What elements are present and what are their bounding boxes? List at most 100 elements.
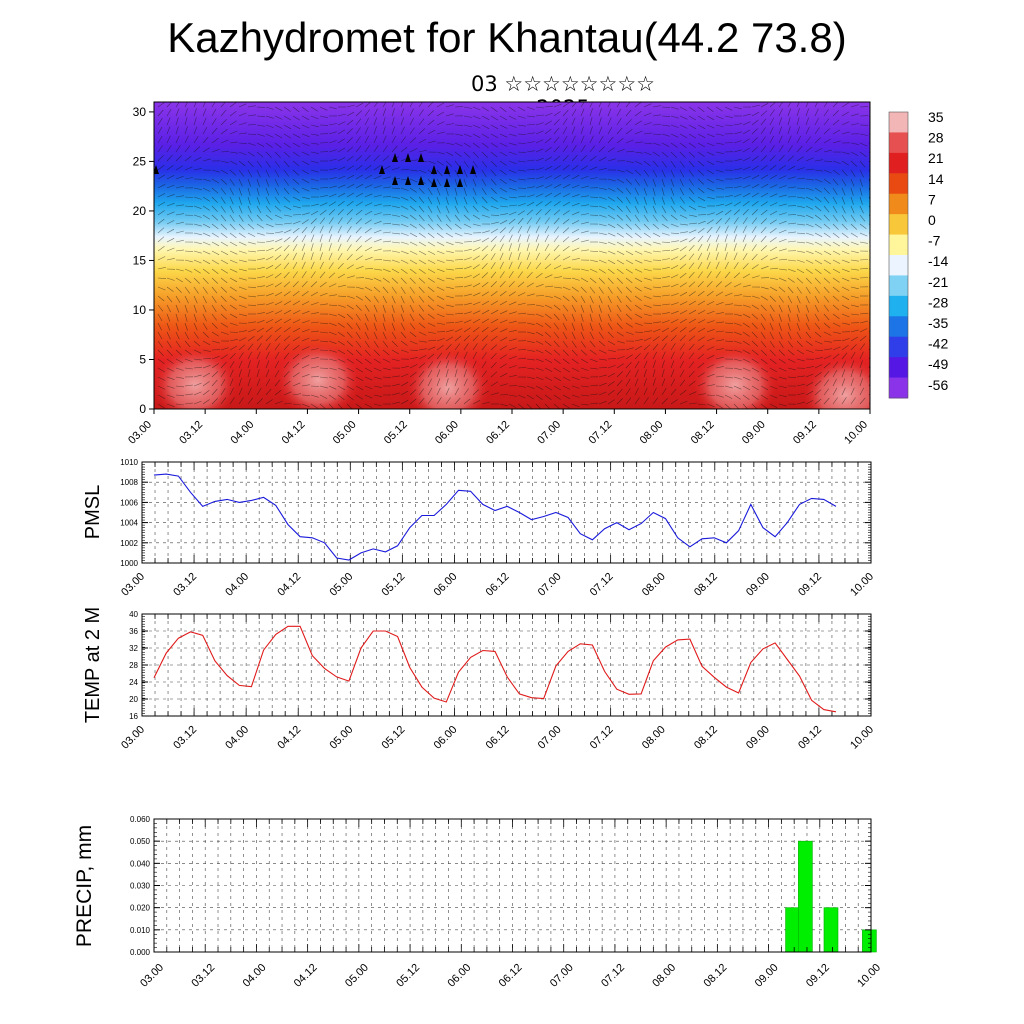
x-tick-label: 04.12: [275, 571, 303, 599]
x-tick-label: 04.12: [292, 962, 320, 990]
x-tick-label: 06.00: [432, 571, 460, 599]
colorbar-label: -7: [928, 233, 941, 249]
cross-section-panel: 0 5 10 15 20 25 30 03.00 03.12 04.00 04.12 05.00 05.…: [126, 101, 871, 447]
x-tick-label: 07.00: [536, 724, 564, 752]
x-tick-label: 05.12: [380, 571, 408, 599]
colorbar-label: 14: [928, 171, 944, 187]
colorbar-swatch: [889, 295, 908, 317]
x-tick-label: 03.12: [171, 724, 199, 752]
y-tick-label: 40: [129, 610, 138, 619]
y-tick-label: 20: [133, 204, 147, 218]
grid: [141, 461, 872, 564]
x-tick-label: 04.00: [223, 571, 251, 599]
precip-bar: [862, 929, 877, 953]
colorbar-label: -14: [928, 253, 948, 269]
x-tick-label: 06.12: [484, 419, 512, 447]
chart-title: Kazhydromet for Khantau(44.2 73.8): [167, 14, 847, 61]
x-tick-label: 08.12: [692, 571, 720, 599]
x-tick-label: 07.12: [586, 419, 614, 447]
y-tick-label: 1000: [120, 559, 138, 568]
precip-bar: [823, 907, 839, 953]
colorbar-swatch: [889, 255, 908, 276]
x-tick-label: 07.00: [536, 571, 564, 599]
colorbar-frame: [888, 111, 909, 399]
x-tick-label: 08.00: [640, 724, 668, 752]
colorbar-label: -56: [928, 377, 948, 393]
x-tick-label: 05.12: [382, 419, 410, 447]
colorbar-swatch: [889, 112, 908, 133]
y-tick-label: 28: [129, 661, 138, 670]
y-tick-label: 0.060: [130, 815, 151, 824]
x-tick-label: 06.00: [445, 962, 473, 990]
x-tick-label: 07.12: [588, 571, 616, 599]
x-tick-label: 04.00: [241, 962, 269, 990]
colorbar-swatch: [889, 193, 908, 215]
pmsl-panel: 1010 1008 1006 1004 1002 1000 03.00 03.12 04.00 0…: [82, 458, 876, 599]
colorbar-swatch: [889, 357, 908, 379]
colorbar-swatch: [889, 275, 908, 297]
colorbar-swatch: [889, 132, 908, 154]
y-tick-label: 0.050: [130, 837, 151, 846]
x-tick-label: 08.00: [650, 962, 678, 990]
x-tick-label: 03.00: [138, 962, 166, 990]
y-tick-label: 0.030: [130, 882, 151, 891]
x-tick-label: 03.12: [171, 571, 199, 599]
x-tick-label: 04.00: [228, 419, 256, 447]
x-tick-label: 03.12: [189, 962, 217, 990]
x-tick-label: 05.12: [380, 724, 408, 752]
x-tick-label: 06.12: [497, 962, 525, 990]
y-axis-label: PMSL: [82, 485, 104, 539]
series-line: [153, 473, 837, 561]
warm-core-3: [693, 347, 777, 409]
x-tick-label: 10.00: [842, 419, 870, 447]
x-tick-label: 09.00: [744, 724, 772, 752]
x-tick-label: 07.12: [599, 962, 627, 990]
colorbar-swatch: [889, 173, 908, 195]
colorbar-swatch: [889, 336, 908, 358]
cross-section-field: [154, 102, 870, 409]
y-axis-label: TEMP at 2 M: [82, 607, 104, 723]
y-tick-label: 0.020: [130, 904, 151, 913]
grid: [153, 818, 872, 953]
y-tick-label: 24: [129, 678, 138, 687]
y-tick-label: 30: [133, 105, 147, 119]
y-tick-label: 1006: [120, 498, 138, 507]
x-tick-label: 05.00: [343, 962, 371, 990]
x-tick-label: 08.12: [689, 419, 717, 447]
x-tick-label: 10.00: [855, 962, 883, 990]
x-tick-label: 05.00: [331, 419, 359, 447]
y-tick-label: 1004: [120, 519, 138, 528]
x-tick-label: 03.00: [119, 724, 147, 752]
y-tick-label: 1010: [120, 458, 138, 467]
x-tick-label: 08.12: [692, 724, 720, 752]
y-tick-label: 0: [139, 402, 146, 416]
precip-bar: [798, 840, 813, 953]
x-tick-label: 08.12: [702, 962, 730, 990]
y-tick-label: 36: [129, 627, 138, 636]
y-tick-label: 5: [139, 352, 146, 366]
warm-core-1: [276, 342, 360, 409]
x-tick-label: 04.12: [275, 724, 303, 752]
x-tick-label: 09.12: [804, 962, 832, 990]
precip-bar: [785, 907, 800, 953]
x-tick-label: 03.00: [126, 419, 154, 447]
arrow-markers: [154, 153, 476, 187]
x-tick-label: 06.00: [433, 419, 461, 447]
colorbar-swatch: [889, 152, 908, 174]
y-tick-label: 0.040: [130, 859, 151, 868]
x-tick-label: 09.00: [740, 419, 768, 447]
y-tick-label: 1008: [120, 478, 138, 487]
x-tick-label: 05.00: [327, 724, 355, 752]
colorbar-label: -35: [928, 315, 948, 331]
warm-core-0: [154, 347, 237, 409]
x-tick-label: 08.00: [638, 419, 666, 447]
x-tick-label: 06.12: [484, 571, 512, 599]
x-tick-label: 07.12: [588, 724, 616, 752]
x-tick-label: 08.00: [640, 571, 668, 599]
x-tick-label: 10.00: [848, 571, 876, 599]
x-tick-label: 06.12: [484, 724, 512, 752]
warm-core-4: [803, 357, 870, 409]
colorbar-label: -42: [928, 336, 948, 352]
